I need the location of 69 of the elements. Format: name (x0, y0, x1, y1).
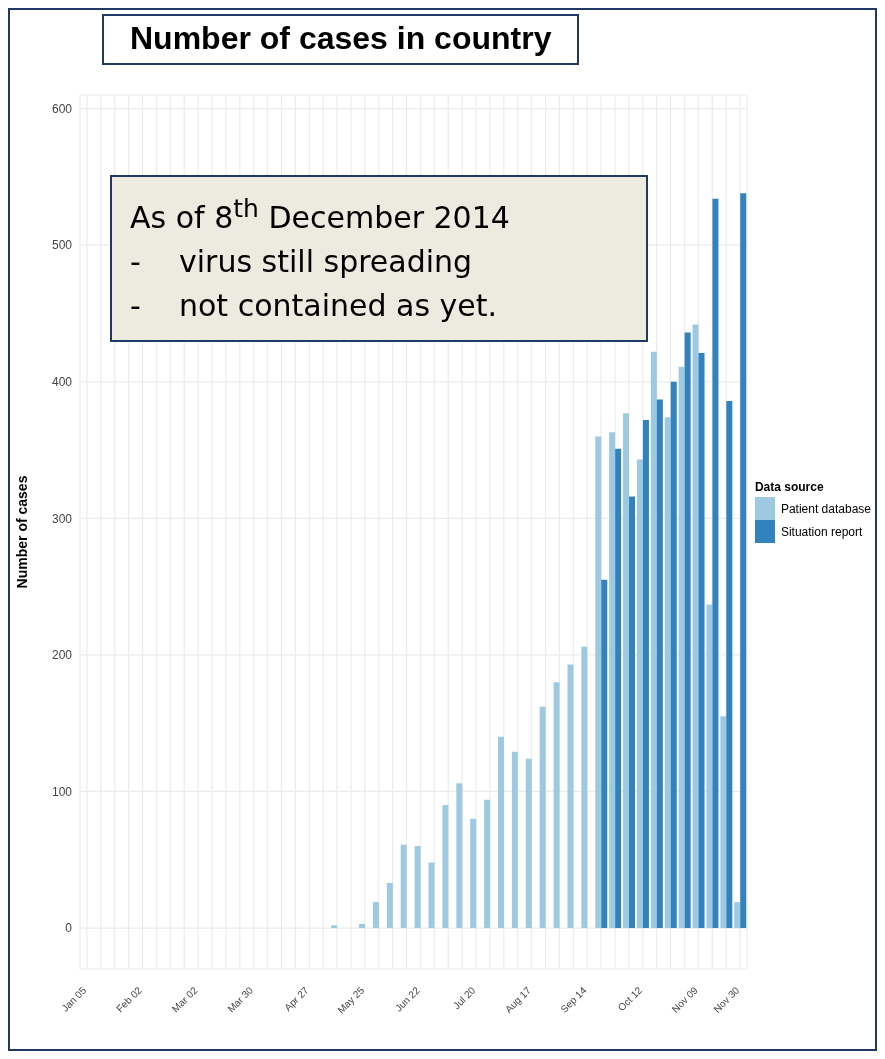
bar (525, 758, 532, 929)
legend-title: Data source (754, 480, 825, 494)
bar (684, 332, 691, 929)
y-tick-label: 300 (51, 511, 73, 526)
bar (581, 646, 588, 929)
bar (720, 716, 727, 929)
bar (539, 706, 546, 929)
bar (664, 417, 671, 929)
bar (636, 459, 643, 929)
bar (650, 351, 657, 929)
annotation: As of 8$^{th}$ December 2014 (130, 193, 511, 237)
chart-title: Number of cases in country (102, 14, 580, 65)
x-tick-label: Feb 02 (114, 984, 145, 1015)
x-tick-label: Aug 17 (502, 984, 534, 1015)
x-tick-label: Apr 27 (282, 984, 311, 1014)
bar (642, 420, 649, 929)
y-tick-label: 400 (51, 375, 73, 390)
bar (331, 925, 338, 929)
bar (414, 846, 421, 929)
bar (698, 353, 705, 929)
x-tick-label: Jul 20 (450, 984, 478, 1012)
bar (712, 198, 719, 929)
y-tick-label: 200 (51, 648, 73, 663)
bar (497, 736, 504, 929)
bar (400, 844, 407, 929)
bar (670, 381, 677, 929)
bar (656, 399, 663, 929)
legend-label: Patient database (780, 501, 871, 516)
bar (484, 799, 491, 929)
x-tick-label: Nov 09 (669, 984, 701, 1015)
bar (456, 783, 463, 929)
bar (442, 805, 449, 929)
bar (372, 902, 379, 929)
x-tick-label: Nov 30 (711, 984, 742, 1015)
y-tick-label: 100 (51, 784, 73, 799)
y-axis-title: Number of cases (13, 475, 30, 589)
annotation: - not contained as yet. (130, 287, 499, 325)
bar (428, 862, 435, 929)
bar (470, 818, 477, 929)
bar (601, 579, 608, 929)
bar (386, 882, 393, 929)
bar (678, 366, 685, 929)
x-tick-label: Oct 12 (615, 984, 645, 1014)
legend-label: Situation report (780, 524, 863, 539)
note-box: As of 8$^{th}$ December 2014 - virus still spreading - not contained as yet. (110, 175, 648, 342)
bar (706, 604, 713, 929)
y-tick-label: 600 (51, 101, 73, 116)
bar (595, 436, 602, 929)
bar (726, 400, 733, 929)
bar (623, 413, 630, 929)
x-tick-label: Jun 22 (392, 984, 423, 1014)
bar (629, 496, 636, 929)
bar (692, 324, 699, 929)
bar (615, 448, 622, 929)
y-tick-label: 0 (65, 921, 73, 936)
annotation: - virus still spreading (130, 243, 474, 281)
bar (567, 664, 574, 929)
y-tick-label: 500 (51, 238, 73, 253)
x-tick-label: Mar 30 (225, 984, 256, 1015)
bar (511, 751, 518, 929)
bar (740, 193, 747, 929)
x-tick-label: Jan 05 (59, 984, 89, 1014)
x-tick-label: May 25 (335, 984, 367, 1016)
bar (553, 682, 560, 929)
bar (734, 902, 741, 929)
x-tick-label: Mar 02 (169, 984, 200, 1015)
x-tick-label: Sep 14 (558, 984, 589, 1015)
bar (359, 923, 366, 929)
bar (609, 432, 616, 929)
